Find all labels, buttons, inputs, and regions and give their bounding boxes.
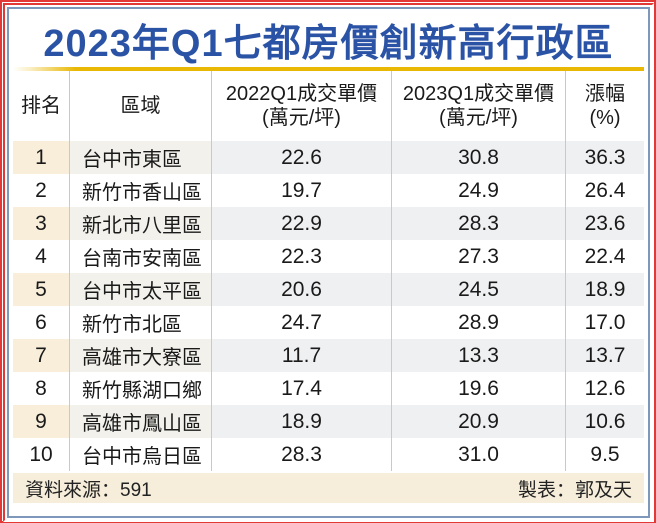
- price-2023-cell: 27.3: [391, 240, 565, 273]
- region-cell: 新北市八里區: [69, 207, 211, 240]
- change-cell: 12.6: [565, 372, 644, 405]
- rank-cell: 7: [13, 339, 69, 372]
- region-cell: 台中市東區: [69, 141, 211, 174]
- column-header-rank: 排名: [13, 71, 69, 141]
- column-header-region-label: 區域: [120, 95, 161, 117]
- price-2022-cell: 28.3: [211, 438, 391, 471]
- table-credit-label: 製表：郭及天: [517, 479, 632, 501]
- region-cell: 新竹縣湖口鄉: [69, 372, 211, 405]
- page-title: 2023年Q1七都房價創新高行政區: [43, 22, 614, 65]
- change-cell: 17.0: [565, 306, 644, 339]
- price-2023-cell: 30.8: [391, 141, 565, 174]
- rank-cell: 6: [13, 306, 69, 339]
- change-cell: 10.6: [565, 405, 644, 438]
- footer-bar: 資料來源：591 製表：郭及天: [13, 473, 644, 503]
- column-header-price-2022-line1: 2022Q1成交單價: [225, 83, 378, 105]
- price-table: 排名 區域 2022Q1成交單價 (萬元/坪) 2023Q1成交單價 (萬元/坪…: [13, 71, 644, 471]
- price-2022-cell: 17.4: [211, 372, 391, 405]
- change-cell: 23.6: [565, 207, 644, 240]
- price-2022-cell: 19.7: [211, 174, 391, 207]
- column-header-price-2022-line2: (萬元/坪): [262, 107, 341, 129]
- change-cell: 13.7: [565, 339, 644, 372]
- rank-cell: 3: [13, 207, 69, 240]
- column-header-change: 漲幅 (%): [565, 71, 644, 141]
- change-cell: 22.4: [565, 240, 644, 273]
- rank-cell: 9: [13, 405, 69, 438]
- price-2023-cell: 28.3: [391, 207, 565, 240]
- blue-frame-content: 2023年Q1七都房價創新高行政區 排名 區域 2022Q1成交單價 (萬元/坪…: [7, 7, 650, 518]
- region-cell: 新竹市北區: [69, 306, 211, 339]
- price-2023-cell: 24.5: [391, 273, 565, 306]
- price-2022-cell: 20.6: [211, 273, 391, 306]
- change-cell: 9.5: [565, 438, 644, 471]
- data-source-label: 資料來源：591: [25, 479, 152, 501]
- column-header-price-2023-line2: (萬元/坪): [439, 107, 518, 129]
- region-cell: 台中市烏日區: [69, 438, 211, 471]
- rank-cell: 4: [13, 240, 69, 273]
- price-2023-cell: 19.6: [391, 372, 565, 405]
- price-2022-cell: 24.7: [211, 306, 391, 339]
- column-header-change-line2: (%): [589, 107, 621, 129]
- column-header-price-2023: 2023Q1成交單價 (萬元/坪): [391, 71, 565, 141]
- price-2022-cell: 22.3: [211, 240, 391, 273]
- price-2023-cell: 24.9: [391, 174, 565, 207]
- price-2023-cell: 20.9: [391, 405, 565, 438]
- change-cell: 18.9: [565, 273, 644, 306]
- price-2023-cell: 31.0: [391, 438, 565, 471]
- rank-cell: 8: [13, 372, 69, 405]
- region-cell: 高雄市大寮區: [69, 339, 211, 372]
- rank-cell: 5: [13, 273, 69, 306]
- price-2022-cell: 18.9: [211, 405, 391, 438]
- rank-cell: 2: [13, 174, 69, 207]
- change-cell: 36.3: [565, 141, 644, 174]
- region-cell: 高雄市鳳山區: [69, 405, 211, 438]
- inner-red-frame: 2023年Q1七都房價創新高行政區 排名 區域 2022Q1成交單價 (萬元/坪…: [3, 3, 654, 522]
- rank-cell: 1: [13, 141, 69, 174]
- column-header-region: 區域: [69, 71, 211, 141]
- price-2022-cell: 22.6: [211, 141, 391, 174]
- price-2023-cell: 13.3: [391, 339, 565, 372]
- region-cell: 新竹市香山區: [69, 174, 211, 207]
- region-cell: 台南市安南區: [69, 240, 211, 273]
- price-2022-cell: 22.9: [211, 207, 391, 240]
- rank-cell: 10: [13, 438, 69, 471]
- column-header-price-2023-line1: 2023Q1成交單價: [402, 83, 555, 105]
- column-header-rank-label: 排名: [21, 95, 61, 117]
- region-cell: 台中市太平區: [69, 273, 211, 306]
- column-header-price-2022: 2022Q1成交單價 (萬元/坪): [211, 71, 391, 141]
- change-cell: 26.4: [565, 174, 644, 207]
- column-header-change-line1: 漲幅: [585, 83, 625, 105]
- gold-divider-rule: [13, 67, 644, 71]
- price-2023-cell: 28.9: [391, 306, 565, 339]
- price-2022-cell: 11.7: [211, 339, 391, 372]
